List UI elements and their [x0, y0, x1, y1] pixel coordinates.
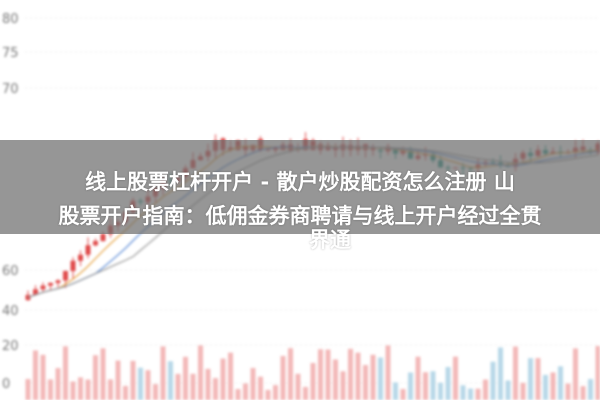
- candle: [48, 282, 53, 286]
- volume-bar: [220, 358, 226, 400]
- volume-bar: [565, 383, 571, 400]
- volume-bar: [295, 373, 301, 400]
- axis-label: 0: [2, 377, 10, 392]
- volume-bar: [333, 359, 338, 400]
- volume-bar: [138, 367, 143, 400]
- volume-bar: [340, 371, 346, 400]
- axis-label: 20: [2, 339, 19, 354]
- axis-label: 75: [2, 46, 19, 61]
- volume-bar: [273, 385, 278, 400]
- title-banner: [0, 140, 600, 234]
- candle: [55, 280, 61, 283]
- candle: [63, 271, 68, 281]
- title-line: 线上股票杠杆开户 - 散户炒股配资怎么注册 山: [85, 170, 515, 194]
- volume-bar: [25, 379, 31, 400]
- axis-label: 40: [2, 304, 19, 319]
- volume-bar: [400, 389, 406, 400]
- volume-bar: [445, 367, 451, 400]
- volume-bar: [430, 371, 436, 400]
- axis-label: 60: [2, 264, 19, 279]
- volume-bar: [588, 379, 593, 400]
- volume-bar: [505, 380, 511, 400]
- volume-bar: [325, 349, 331, 400]
- volume-bar: [468, 388, 473, 400]
- volume-bar: [303, 386, 308, 400]
- volume-bar: [175, 373, 181, 400]
- volume-bar: [475, 388, 481, 400]
- volume-bar: [108, 379, 113, 400]
- volume-bar: [198, 345, 203, 400]
- volume-bar: [130, 360, 136, 400]
- volume-bar: [460, 385, 466, 400]
- volume-bar: [385, 345, 391, 400]
- candle: [78, 254, 83, 261]
- title-line: 界通: [309, 228, 351, 252]
- candle: [40, 285, 46, 290]
- volume-bar: [243, 383, 248, 400]
- volume-bar: [573, 348, 578, 400]
- volume-bar: [288, 348, 293, 400]
- volume-bar: [310, 362, 316, 400]
- volume-bar: [318, 349, 323, 400]
- volume-bar: [123, 385, 128, 400]
- volume-bar: [63, 346, 68, 400]
- volume-bar: [498, 347, 503, 400]
- volume-bar: [190, 373, 196, 400]
- volume-bar: [228, 352, 233, 400]
- volume-bar: [535, 358, 541, 400]
- volume-bar: [550, 372, 556, 400]
- candle: [70, 260, 76, 272]
- volume-bar: [145, 370, 151, 400]
- volume-bar: [70, 381, 76, 400]
- volume-bar: [543, 374, 548, 400]
- volume-bar: [280, 355, 286, 400]
- volume-bar: [363, 365, 368, 400]
- volume-bar: [100, 348, 106, 400]
- volume-bar: [265, 389, 271, 400]
- volume-bar: [528, 358, 533, 400]
- volume-bar: [115, 360, 121, 400]
- title-line: 股票开户指南：低佣金券商聘请与线上开户经过全贯: [58, 204, 542, 228]
- volume-bar: [55, 368, 61, 400]
- volume-bar: [423, 372, 428, 400]
- candle: [100, 234, 106, 242]
- volume-bar: [415, 356, 421, 400]
- volume-bar: [483, 379, 488, 400]
- candle: [93, 241, 98, 246]
- candle: [85, 245, 91, 255]
- volume-bar: [183, 356, 188, 400]
- volume-bar: [370, 354, 376, 400]
- volume-bar: [258, 376, 263, 400]
- volume-bar: [490, 361, 496, 400]
- volume-bar: [520, 382, 526, 400]
- volume-bar: [153, 384, 158, 400]
- volume-bar: [438, 382, 443, 400]
- volume-bar: [213, 378, 218, 400]
- axis-label: 80: [2, 12, 19, 27]
- volume-bar: [85, 379, 91, 400]
- axis-label: 70: [2, 82, 19, 97]
- volume-bar: [453, 356, 458, 400]
- volume-bar: [558, 366, 563, 400]
- volume-bar: [40, 354, 46, 400]
- volume-bar: [235, 389, 241, 400]
- volume-bar: [513, 346, 518, 400]
- volume-bar: [355, 352, 361, 400]
- volume-bar: [205, 368, 211, 400]
- volume-bar: [393, 382, 398, 400]
- volume-bar: [78, 377, 83, 400]
- volume-bar: [93, 355, 98, 400]
- volume-bar: [580, 386, 586, 400]
- volume-bar: [408, 372, 413, 400]
- candle: [33, 289, 38, 295]
- volume-bar: [595, 346, 600, 400]
- volume-bar: [378, 357, 383, 400]
- volume-bar: [33, 350, 38, 400]
- volume-bar: [348, 348, 353, 400]
- volume-bar: [250, 368, 256, 400]
- volume-bar: [160, 346, 166, 400]
- volume-bar: [48, 379, 53, 400]
- volume-bar: [168, 361, 173, 400]
